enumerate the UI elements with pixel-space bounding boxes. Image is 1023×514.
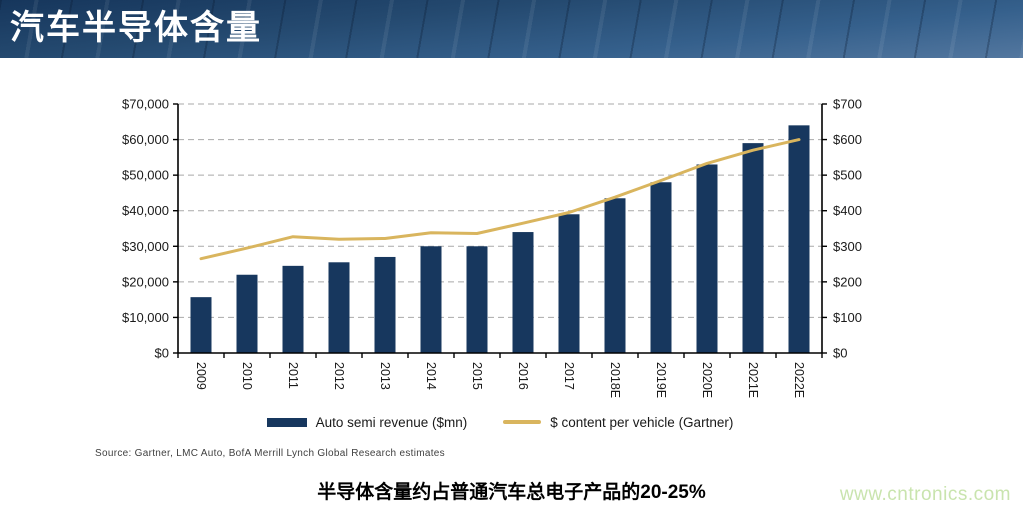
revenue-bar-2021E [742,143,764,353]
revenue-bar-2012 [328,262,350,353]
left-axis-label: $40,000 [122,203,169,218]
watermark: www.cntronics.com [839,484,1011,505]
revenue-bar-2013 [374,256,396,353]
left-axis-label: $60,000 [122,132,169,147]
source-note: Source: Gartner, LMC Auto, BofA Merrill … [95,448,445,459]
revenue-bar-2010 [236,274,258,353]
right-axis-label: $400 [833,203,862,218]
header-bar: 汽车半导体含量 [0,0,1023,58]
right-axis-label: $600 [833,132,862,147]
x-axis-label-2009: 2009 [194,362,208,390]
left-axis-label: $20,000 [122,274,169,289]
right-axis-label: $0 [833,346,847,361]
revenue-bar-2020E [696,164,718,353]
x-axis-label-2012: 2012 [332,362,346,390]
revenue-bar-2015 [466,246,488,353]
revenue-bar-2017 [558,214,580,353]
left-axis-label: $10,000 [122,310,169,325]
revenue-bar-2011 [282,265,304,353]
caption: 半导体含量约占普通汽车总电子产品的20-25% [317,482,706,503]
line-swatch [503,420,542,424]
right-axis-label: $700 [833,97,862,112]
revenue-bar-2022E [788,125,810,353]
x-axis-label-2019E: 2019E [654,362,668,398]
revenue-bar-2018E [604,198,626,353]
x-axis-label-2021E: 2021E [746,362,760,398]
legend-label-content: $ content per vehicle (Gartner) [550,414,734,430]
legend-item-revenue: Auto semi revenue ($mn) [266,414,468,430]
right-axis-label: $200 [833,274,862,289]
revenue-bar-2016 [512,232,534,353]
x-axis-label-2018E: 2018E [608,362,622,398]
bar-swatch [266,417,307,427]
left-axis-label: $0 [155,346,169,361]
x-axis-label-2020E: 2020E [700,362,714,398]
right-axis-label: $500 [833,168,862,183]
revenue-bar-2019E [650,182,672,353]
x-axis-label-2011: 2011 [286,362,300,389]
legend-item-content: $ content per vehicle (Gartner) [503,415,733,430]
chart-svg: $0 $10,000 $20,000 $30,000 $40,000 $50,000 $60… [122,97,862,399]
legend-label-revenue: Auto semi revenue ($mn) [315,414,468,430]
x-axis-label-2017: 2017 [562,362,576,390]
right-axis-label: $300 [833,239,862,254]
content-per-vehicle-line [199,138,801,261]
revenue-bar-2009 [190,297,212,353]
x-axis-label-2016: 2016 [516,362,530,390]
x-axis-label-2022E: 2022E [792,362,806,398]
left-axis-label: $30,000 [122,239,169,254]
left-axis-label: $70,000 [122,97,169,112]
x-axis-label-2015: 2015 [470,362,484,390]
page-title: 汽车半导体含量 [10,9,262,47]
right-axis-label: $100 [833,310,862,325]
combo-chart: $0 $10,000 $20,000 $30,000 $40,000 $50,000 $60… [85,92,897,418]
chart-legend: Auto semi revenue ($mn) $ content per ve… [178,409,822,435]
left-axis-label: $50,000 [122,168,169,183]
x-axis-label-2014: 2014 [424,362,438,390]
revenue-bar-2014 [420,246,442,353]
x-axis-label-2010: 2010 [240,362,254,390]
x-axis-label-2013: 2013 [378,362,392,390]
